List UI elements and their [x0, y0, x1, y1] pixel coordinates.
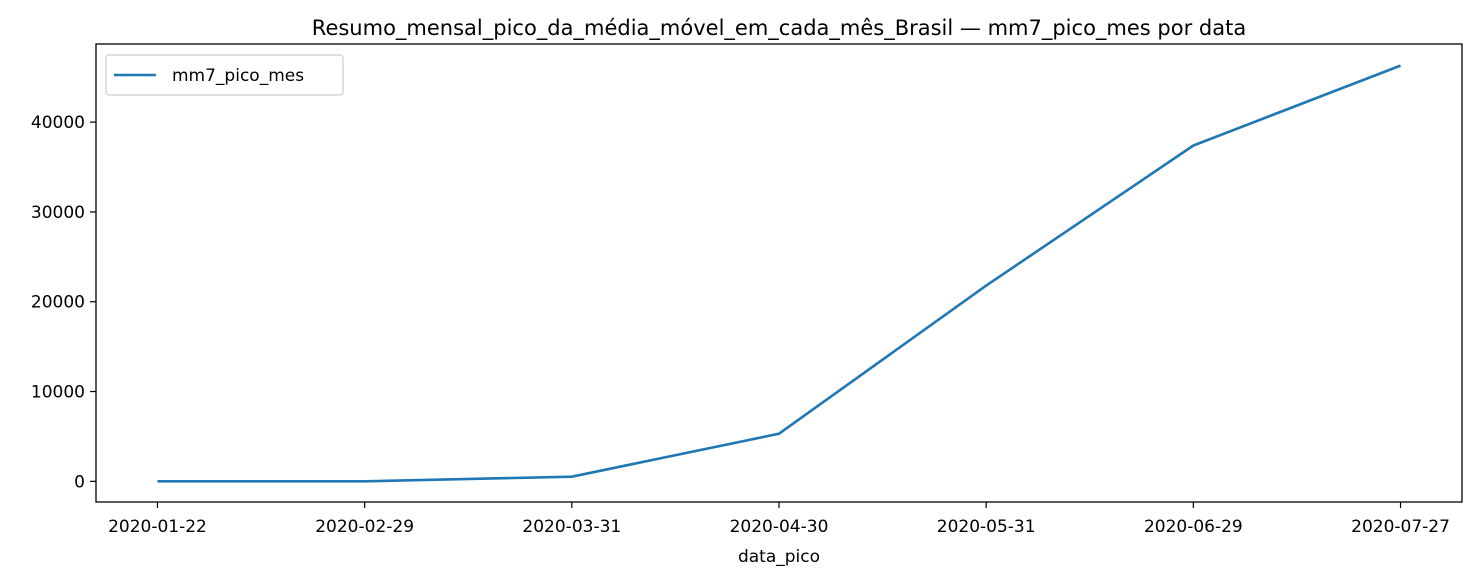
y-tick-label: 30000	[31, 203, 85, 223]
y-tick-label: 20000	[31, 293, 85, 313]
x-tick-label: 2020-03-31	[522, 517, 621, 537]
x-tick-label: 2020-02-29	[315, 517, 414, 537]
legend-box	[105, 54, 344, 96]
x-tick-label: 2020-06-29	[1144, 517, 1243, 537]
legend: mm7_pico_mes	[105, 54, 344, 96]
y-tick-label: 10000	[31, 383, 85, 403]
series-layer	[157, 64, 1401, 483]
x-axis-label: data_pico	[738, 547, 820, 567]
x-tick-label: 2020-05-31	[937, 517, 1036, 537]
x-axis-ticks: 2020-01-22 2020-02-29 2020-03-31 2020-04-30…	[108, 502, 1450, 537]
chart-title: Resumo_mensal_pico_da_média_móvel_em_cad…	[312, 16, 1246, 41]
y-tick-label: 40000	[31, 113, 85, 133]
y-axis-ticks: 0 10000 20000 30000 40000	[31, 113, 96, 492]
plot-frame	[95, 43, 1463, 503]
x-tick-label: 2020-04-30	[730, 517, 829, 537]
legend-label: mm7_pico_mes	[172, 66, 304, 86]
y-tick-label: 0	[74, 472, 85, 492]
series-line-mm7_pico_mes	[157, 64, 1401, 483]
x-tick-label: 2020-01-22	[108, 517, 207, 537]
x-tick-label: 2020-07-27	[1351, 517, 1450, 537]
